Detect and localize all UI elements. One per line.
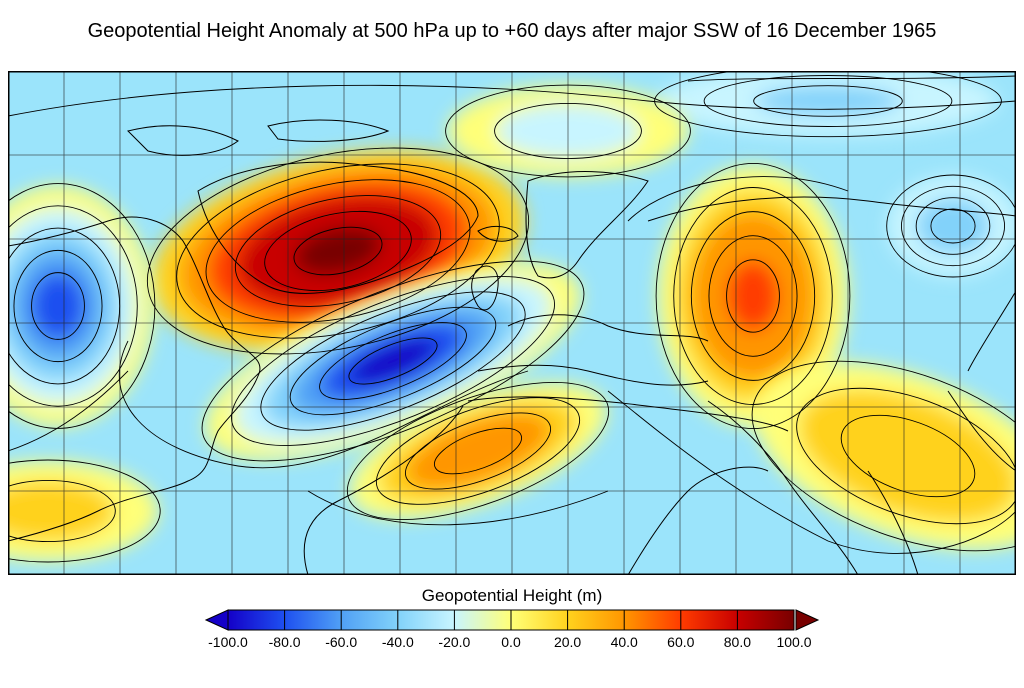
map-frame [8, 71, 1016, 575]
colorbar-tick-label: -40.0 [381, 634, 414, 650]
contour-line [726, 259, 780, 333]
coastline [507, 314, 709, 342]
anomaly-pacific-trough [8, 186, 153, 426]
anomaly-map [8, 71, 1016, 575]
colorbar-tick-label: 60.0 [667, 634, 695, 650]
colorbar-tick-label: -80.0 [268, 634, 301, 650]
contour-line [404, 412, 552, 490]
coastline [471, 265, 499, 311]
colorbar-extend-high [795, 609, 820, 631]
chart-title: Geopotential Height Anomaly at 500 hPa u… [87, 20, 937, 42]
contour-line [654, 71, 1002, 138]
contour-line [840, 414, 976, 498]
contour-line [753, 85, 903, 117]
contour-line [201, 260, 585, 462]
contour-line [655, 162, 851, 430]
contour-line [234, 195, 442, 307]
colorbar-tick-label: -60.0 [325, 634, 358, 650]
contour-line [8, 183, 156, 429]
anomaly-contours [8, 71, 1016, 563]
contour-line [264, 210, 412, 292]
contour-line [687, 75, 1016, 82]
contour-line [13, 249, 103, 363]
coastline [467, 396, 789, 432]
colorbar-tick-label: 100.0 [776, 634, 812, 650]
contour-line [900, 185, 1006, 267]
coastline [867, 470, 919, 575]
contour-line [176, 163, 500, 339]
contour-line [708, 235, 798, 357]
anomaly-tropical-rise [8, 461, 158, 561]
contour-line [319, 322, 467, 400]
contour-line [690, 211, 816, 381]
colorbar-label: Geopotential Height (m) [421, 586, 603, 605]
contour-line [915, 197, 991, 255]
contour-line [289, 306, 497, 416]
anomaly-africa-ridge [349, 383, 607, 519]
contour-line [307, 490, 609, 526]
contour-line [8, 370, 129, 452]
colorbar-tick-label: -20.0 [438, 634, 471, 650]
coastline [267, 119, 390, 142]
contour-line [8, 227, 121, 385]
coastline [477, 225, 519, 242]
coastlines [8, 119, 1016, 575]
contour-line [796, 387, 1016, 525]
contour-line [930, 208, 976, 244]
contour-line [494, 103, 642, 159]
anomaly-siberia-trough [888, 176, 1016, 276]
coastline [647, 196, 1016, 222]
contour-line [31, 272, 85, 340]
anomaly-south-asia-extension [755, 363, 1016, 549]
contour-line [293, 226, 383, 276]
colorbar-tick-label: 20.0 [553, 634, 582, 650]
coastline [525, 171, 649, 279]
contour-line [886, 174, 1016, 278]
coastline [197, 161, 479, 294]
coastline [477, 364, 709, 386]
contour-line [205, 179, 471, 323]
coastline [707, 400, 859, 575]
contour-line [8, 84, 1016, 117]
contour-line [627, 176, 849, 222]
colorbar-tick-label: 40.0 [610, 634, 638, 650]
colorbar-tick-label: 80.0 [723, 634, 752, 650]
contour-line [348, 337, 438, 385]
coastline [127, 125, 239, 156]
contour-line [751, 360, 1016, 552]
coastline [967, 290, 1016, 372]
contour-line [375, 397, 581, 505]
contour-line [8, 479, 116, 543]
contour-line [260, 291, 526, 431]
contour-line [231, 276, 555, 446]
contour-line [433, 427, 523, 475]
contour-line [346, 381, 610, 521]
colorbar-tick-label: -100.0 [208, 634, 248, 650]
contour-line [118, 340, 529, 469]
colorbar [204, 609, 820, 631]
contour-line [146, 147, 530, 355]
colorbar-extend-low [204, 609, 229, 631]
contour-line [703, 75, 953, 127]
colorbar-tick-label: 0.0 [501, 634, 521, 650]
contour-line [445, 84, 691, 178]
contour-line [607, 390, 1016, 554]
coastline [947, 390, 1016, 472]
coastline [303, 405, 464, 575]
coastline [627, 466, 769, 575]
contour-line [8, 459, 161, 563]
contour-line [8, 205, 138, 407]
